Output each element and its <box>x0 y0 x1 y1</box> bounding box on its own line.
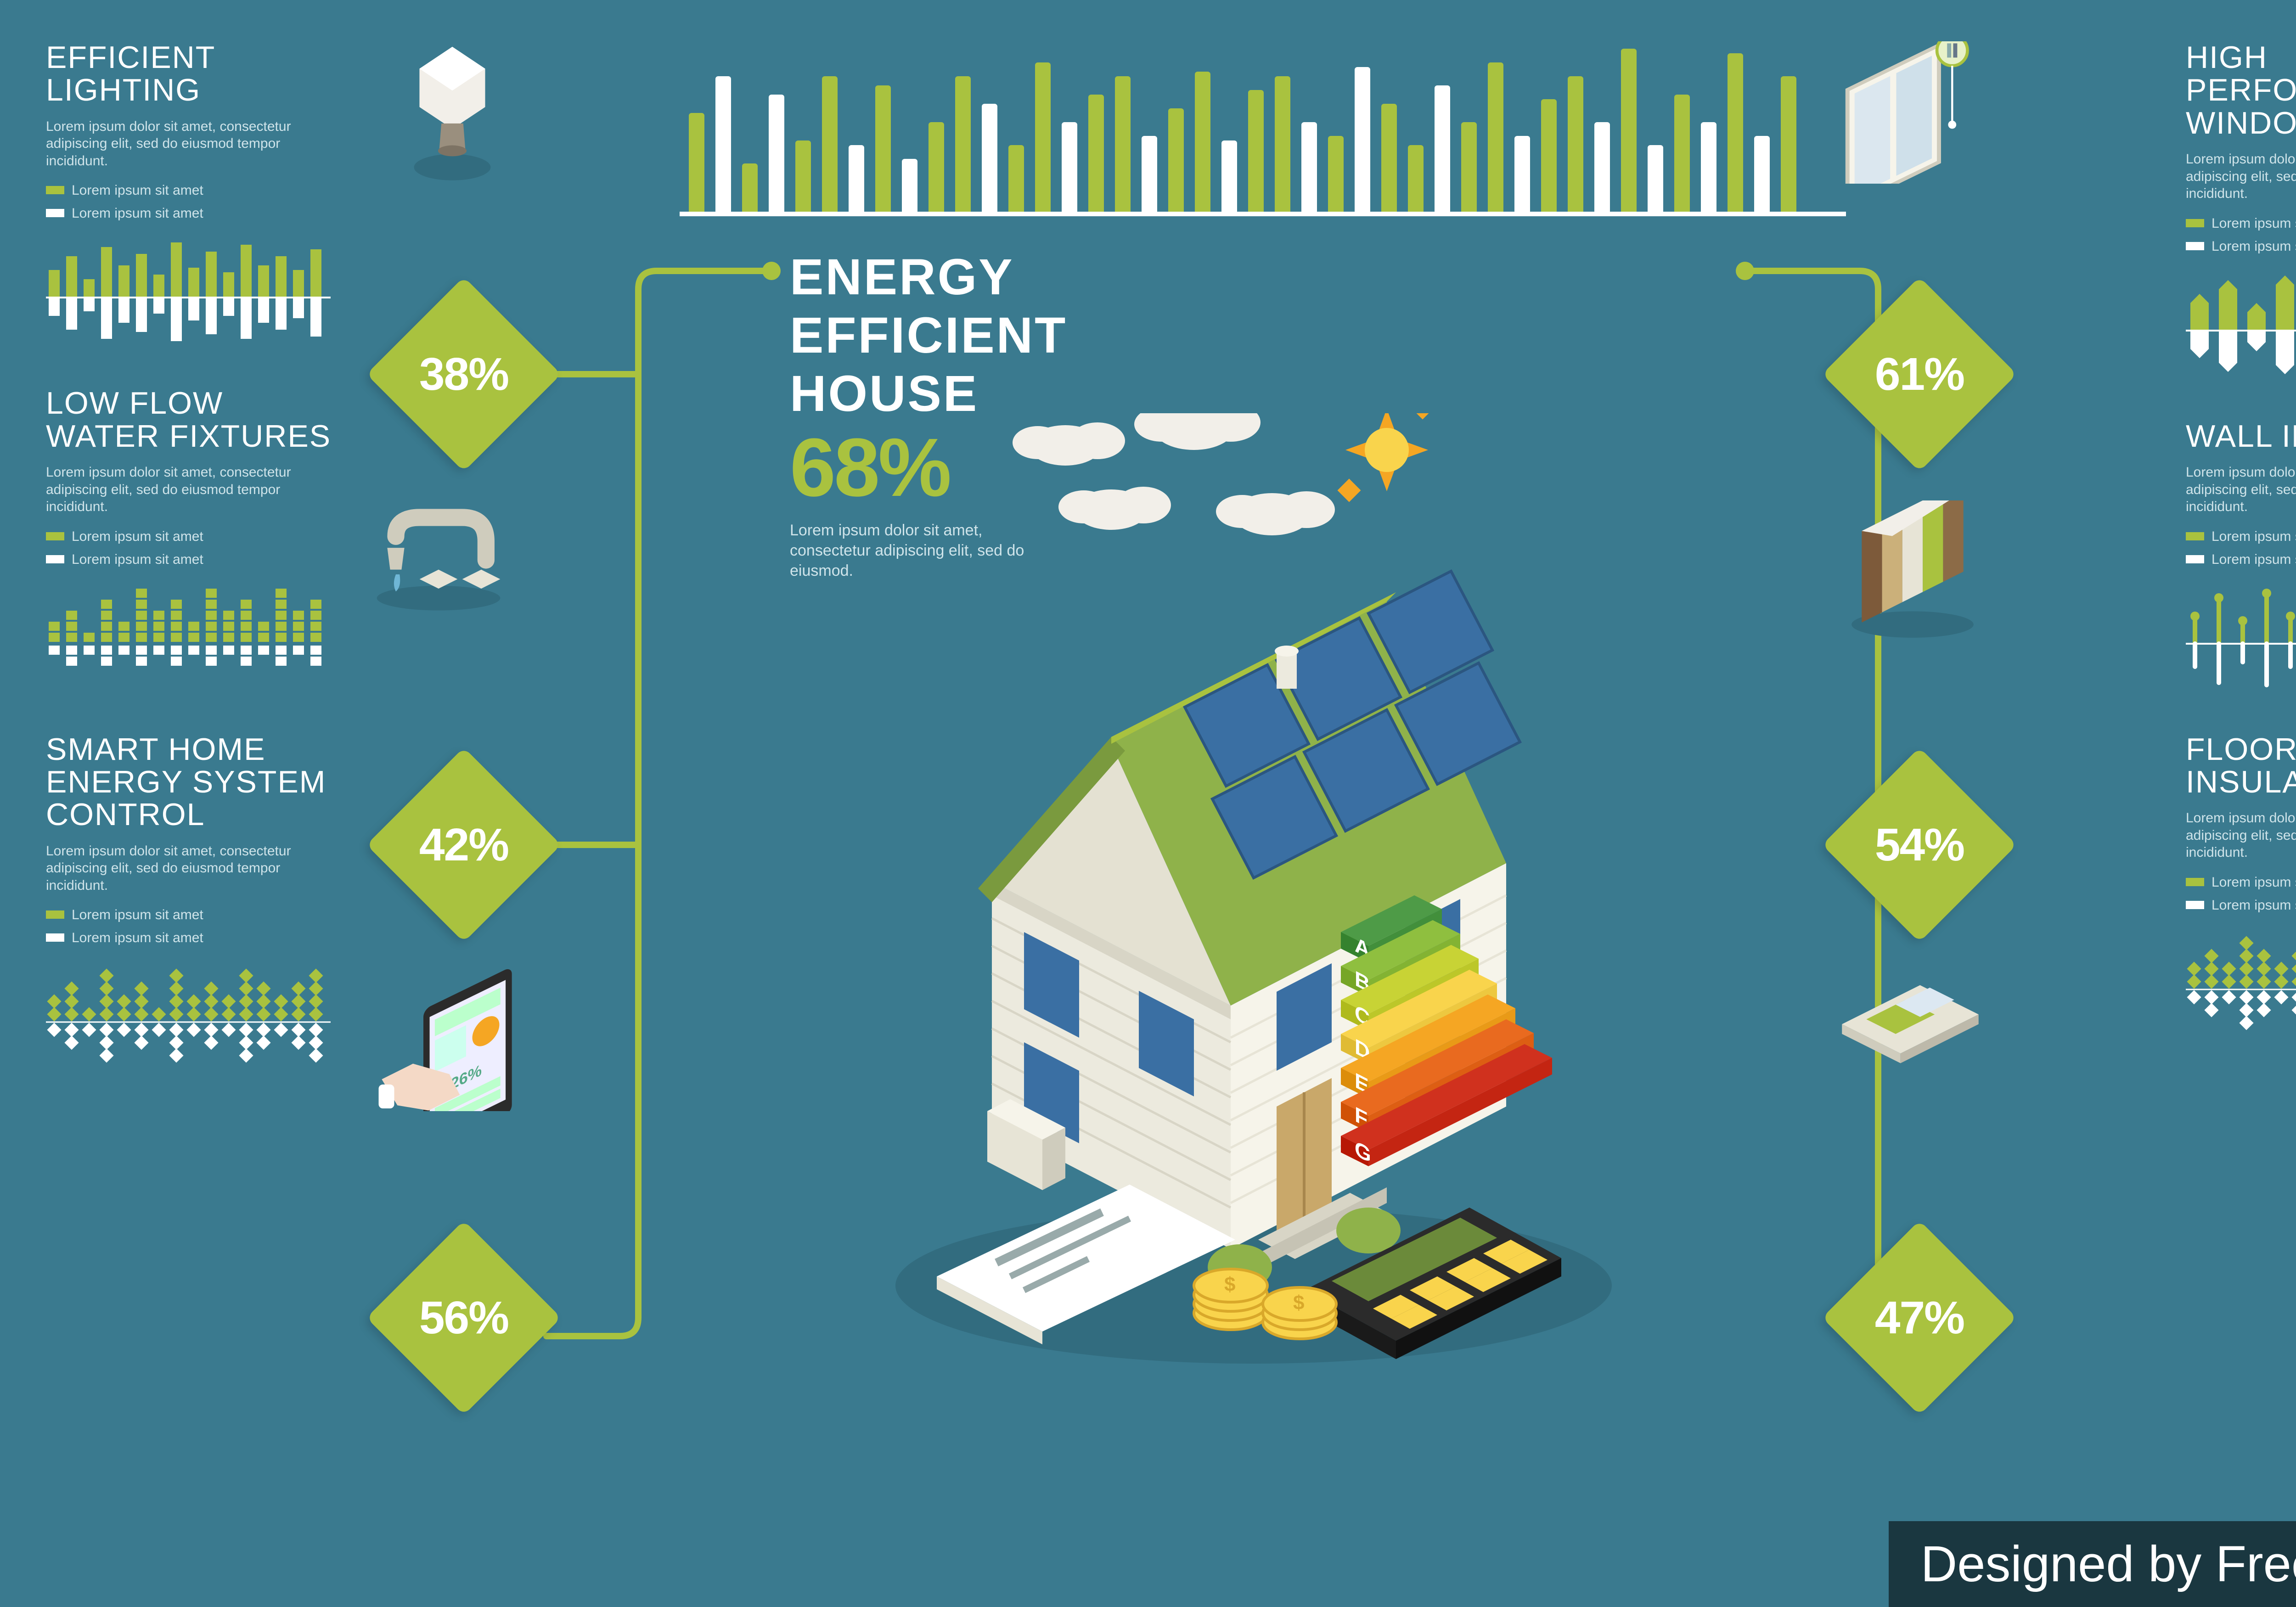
bullet: Lorem ipsum sit amet <box>46 930 340 946</box>
watermark: Designed by Freepik.com <box>1889 1521 2296 1607</box>
feature-bullets: Lorem ipsum sit amet Lorem ipsum sit amet <box>46 182 340 222</box>
svg-text:$: $ <box>1224 1273 1235 1296</box>
bullet: Lorem ipsum sit amet <box>46 551 340 568</box>
feature-bullets: Lorem ipsum sit amet Lorem ipsum sit amet <box>2186 874 2296 914</box>
feature-desc: Lorem ipsum dolor sit amet, consectetur … <box>46 843 340 894</box>
mini-chart-windows <box>2186 269 2296 393</box>
house-illustration: A B C D E F <box>872 413 1653 1423</box>
bullet: Lorem ipsum sit amet <box>2186 551 2296 568</box>
bullet: Lorem ipsum sit amet <box>46 205 340 222</box>
pct-badge-lighting: 38% <box>366 277 561 472</box>
feature-desc: Lorem ipsum dolor sit amet, consectetur … <box>46 464 340 516</box>
pct-badge-windows: 61% <box>1822 277 2017 472</box>
bullet: Lorem ipsum sit amet <box>2186 897 2296 914</box>
mini-chart-wall <box>2186 582 2296 706</box>
cloud-icon <box>1013 413 1335 535</box>
feature-title: WALL INSULATION <box>2186 420 2296 453</box>
pct-badge-floor: 47% <box>1822 1220 2017 1415</box>
lightbulb-icon <box>381 41 523 184</box>
floor-insulation-icon <box>1832 964 1988 1074</box>
pct-badge-wall: 54% <box>1822 747 2017 942</box>
feature-bullets: Lorem ipsum sit amet Lorem ipsum sit amet <box>46 528 340 568</box>
feature-windows: HIGH PERFORMANCE WINDOWS Lorem ipsum dol… <box>2186 41 2296 393</box>
pct-badge-smart: 56% <box>366 1220 561 1415</box>
svg-text:$: $ <box>1293 1292 1304 1314</box>
feature-desc: Lorem ipsum dolor sit amet, consectetur … <box>46 118 340 170</box>
mini-chart-smart <box>46 960 331 1084</box>
pct-value: 56% <box>395 1249 533 1387</box>
wall-insulation-icon <box>1841 500 1984 643</box>
main-title: ENERGY EFFICIENT HOUSE <box>790 248 1249 423</box>
left-column: EFFICIENT LIGHTING Lorem ipsum dolor sit… <box>46 41 340 1112</box>
bullet: Lorem ipsum sit amet <box>46 907 340 923</box>
smart-control-icon: 26% <box>377 964 533 1111</box>
feature-desc: Lorem ipsum dolor sit amet, consectetur … <box>2186 464 2296 516</box>
feature-title: LOW FLOW WATER FIXTURES <box>46 387 340 453</box>
pct-value: 42% <box>395 776 533 914</box>
bullet: Lorem ipsum sit amet <box>46 528 340 545</box>
feature-smart: SMART HOME ENERGY SYSTEM CONTROL Lorem i… <box>46 733 340 1084</box>
feature-wall: WALL INSULATION Lorem ipsum dolor sit am… <box>2186 420 2296 706</box>
pct-value: 47% <box>1851 1249 1988 1387</box>
feature-title: EFFICIENT LIGHTING <box>46 41 340 107</box>
bullet: Lorem ipsum sit amet <box>2186 528 2296 545</box>
feature-title: FLOOR INSULATION <box>2186 733 2296 799</box>
feature-title: HIGH PERFORMANCE WINDOWS <box>2186 41 2296 140</box>
faucet-icon <box>367 500 510 620</box>
feature-desc: Lorem ipsum dolor sit amet, consectetur … <box>2186 809 2296 861</box>
mini-chart-floor <box>2186 927 2296 1051</box>
pct-value: 61% <box>1851 305 1988 443</box>
bullet: Lorem ipsum sit amet <box>2186 215 2296 232</box>
window-icon <box>1832 41 1975 184</box>
pct-badge-water: 42% <box>366 747 561 942</box>
bullet: Lorem ipsum sit amet <box>46 182 340 199</box>
mini-chart-water <box>46 582 331 706</box>
right-column: HIGH PERFORMANCE WINDOWS Lorem ipsum dol… <box>2186 41 2296 1079</box>
feature-bullets: Lorem ipsum sit amet Lorem ipsum sit amet <box>2186 215 2296 255</box>
sun-icon <box>1338 413 1435 502</box>
pct-value: 38% <box>395 305 533 443</box>
feature-desc: Lorem ipsum dolor sit amet, consectetur … <box>2186 151 2296 202</box>
feature-floor: FLOOR INSULATION Lorem ipsum dolor sit a… <box>2186 733 2296 1051</box>
feature-water: LOW FLOW WATER FIXTURES Lorem ipsum dolo… <box>46 387 340 705</box>
feature-bullets: Lorem ipsum sit amet Lorem ipsum sit amet <box>2186 528 2296 568</box>
feature-bullets: Lorem ipsum sit amet Lorem ipsum sit amet <box>46 907 340 946</box>
top-bar-chart <box>680 32 1846 225</box>
mini-chart-lighting <box>46 236 331 360</box>
feature-title: SMART HOME ENERGY SYSTEM CONTROL <box>46 733 340 832</box>
infographic-canvas: ENERGY EFFICIENT HOUSE 68% Lorem ipsum d… <box>0 0 2296 1607</box>
pct-value: 54% <box>1851 776 1988 914</box>
energy-rating-scale: A B C D E F <box>1341 895 1552 1168</box>
bullet: Lorem ipsum sit amet <box>2186 874 2296 891</box>
feature-lighting: EFFICIENT LIGHTING Lorem ipsum dolor sit… <box>46 41 340 360</box>
bullet: Lorem ipsum sit amet <box>2186 238 2296 255</box>
